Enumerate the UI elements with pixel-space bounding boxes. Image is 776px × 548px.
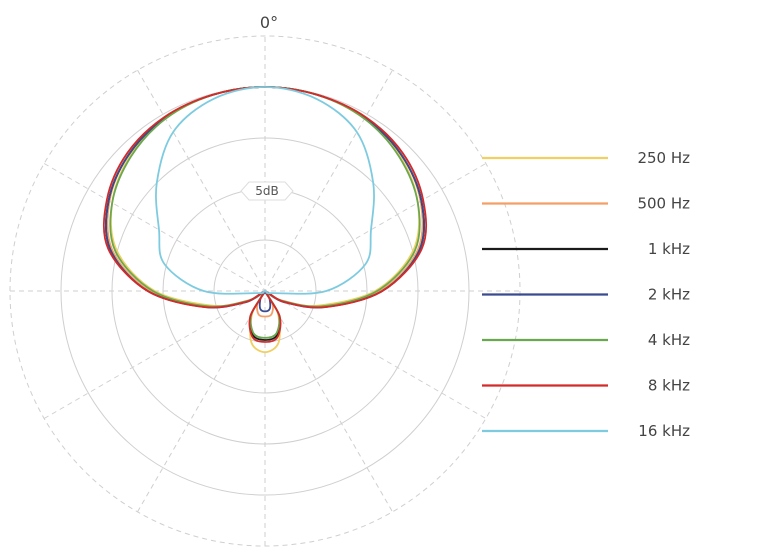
legend-item: 16 kHz: [482, 422, 690, 440]
legend-label: 250 Hz: [637, 149, 690, 167]
legend-item: 4 kHz: [482, 331, 690, 349]
ring-label-5db: 5dB: [240, 181, 294, 201]
legend-item: 8 kHz: [482, 377, 690, 395]
polar-series: [102, 86, 428, 354]
ring-label-badge: [240, 181, 294, 201]
legend-label: 1 kHz: [648, 240, 690, 258]
series-line-4-khz: [109, 86, 421, 339]
legend-label: 8 kHz: [648, 377, 690, 395]
legend-item: 250 Hz: [482, 149, 690, 167]
legend-label: 16 kHz: [638, 422, 690, 440]
series-line-8-khz: [102, 86, 428, 343]
angle-label-0-deg: 0°: [260, 13, 278, 32]
legend-label: 500 Hz: [637, 195, 690, 213]
series-line-500-hz: [106, 86, 424, 318]
ring-label-text: 5dB: [255, 184, 278, 198]
legend-item: 500 Hz: [482, 195, 690, 213]
legend-label: 2 kHz: [648, 286, 690, 304]
legend-item: 1 kHz: [482, 240, 690, 258]
legend-item: 2 kHz: [482, 286, 690, 304]
series-line-16-khz: [155, 86, 375, 295]
legend-label: 4 kHz: [648, 331, 690, 349]
series-line-2-khz: [104, 86, 426, 313]
legend: 250 Hz 500 Hz 1 kHz 2 kHz 4 kHz 8 kHz 16 kHz: [482, 149, 690, 440]
